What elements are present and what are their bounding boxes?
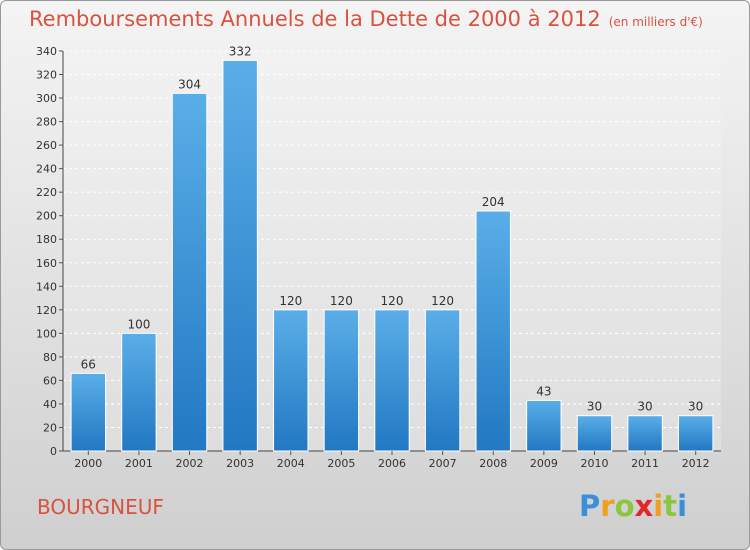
logo-letter: x	[634, 489, 654, 523]
data-label: 30	[587, 400, 602, 414]
x-tick-label: 2001	[125, 457, 153, 470]
y-tick-label: 80	[43, 351, 57, 364]
x-tick-label: 2007	[429, 457, 457, 470]
bar	[222, 59, 258, 452]
bar	[526, 399, 562, 452]
x-tick-label: 2010	[580, 457, 608, 470]
data-label: 30	[688, 400, 703, 414]
bar	[374, 309, 410, 452]
data-label: 66	[81, 357, 96, 371]
x-tick-label: 2008	[479, 457, 507, 470]
x-tick-label: 2012	[682, 457, 710, 470]
logo-letter: i	[653, 489, 664, 523]
y-tick-label: 300	[36, 92, 57, 105]
bar	[323, 309, 360, 452]
data-label: 120	[381, 294, 404, 308]
data-label: 120	[330, 294, 353, 308]
y-tick-label: 220	[36, 186, 57, 199]
x-tick-label: 2000	[74, 457, 102, 470]
y-tick-label: 100	[36, 327, 57, 340]
chart-title-text: Remboursements Annuels de la Dette de 20…	[29, 7, 601, 31]
data-label: 120	[279, 294, 302, 308]
y-tick-label: 160	[36, 257, 57, 270]
logo-letter: o	[614, 489, 635, 523]
y-tick-label: 140	[36, 280, 57, 293]
y-tick-label: 0	[50, 445, 57, 458]
logo-letter: P	[579, 489, 601, 523]
y-tick-label: 340	[36, 45, 57, 58]
y-tick-label: 40	[43, 398, 57, 411]
y-tick-label: 60	[43, 374, 57, 387]
bar	[576, 415, 613, 452]
x-tick-label: 2005	[327, 457, 355, 470]
data-label: 30	[637, 400, 652, 414]
bar	[70, 372, 107, 452]
data-label: 120	[431, 294, 454, 308]
proxiti-logo: Proxiti	[579, 489, 687, 523]
y-tick-label: 280	[36, 116, 57, 129]
data-label: 43	[536, 384, 551, 398]
data-label: 332	[229, 44, 252, 58]
x-tick-label: 2002	[176, 457, 204, 470]
y-tick-label: 260	[36, 139, 57, 152]
data-label: 100	[127, 317, 150, 331]
bar	[273, 309, 309, 452]
y-tick-label: 240	[36, 163, 57, 176]
chart-subtitle: (en milliers d'€)	[608, 15, 703, 29]
y-tick-label: 180	[36, 233, 57, 246]
logo-letter: t	[663, 489, 678, 523]
x-tick-label: 2003	[226, 457, 254, 470]
y-tick-label: 120	[36, 304, 57, 317]
bar	[627, 415, 663, 452]
logo-letter: r	[600, 489, 615, 523]
bar	[475, 210, 511, 452]
y-tick-label: 20	[43, 421, 57, 434]
x-tick-label: 2006	[378, 457, 406, 470]
bar	[424, 309, 461, 452]
y-tick-label: 200	[36, 210, 57, 223]
x-tick-label: 2011	[631, 457, 659, 470]
bar	[121, 332, 157, 452]
bar	[677, 415, 714, 452]
bar	[171, 92, 208, 452]
x-tick-label: 2009	[530, 457, 558, 470]
data-label: 204	[482, 195, 505, 209]
chart-title: Remboursements Annuels de la Dette de 20…	[29, 7, 703, 31]
x-tick-label: 2004	[277, 457, 305, 470]
logo-letter: i	[677, 489, 688, 523]
y-tick-label: 320	[36, 69, 57, 82]
commune-name: BOURGNEUF	[37, 495, 164, 519]
data-label: 304	[178, 77, 201, 91]
